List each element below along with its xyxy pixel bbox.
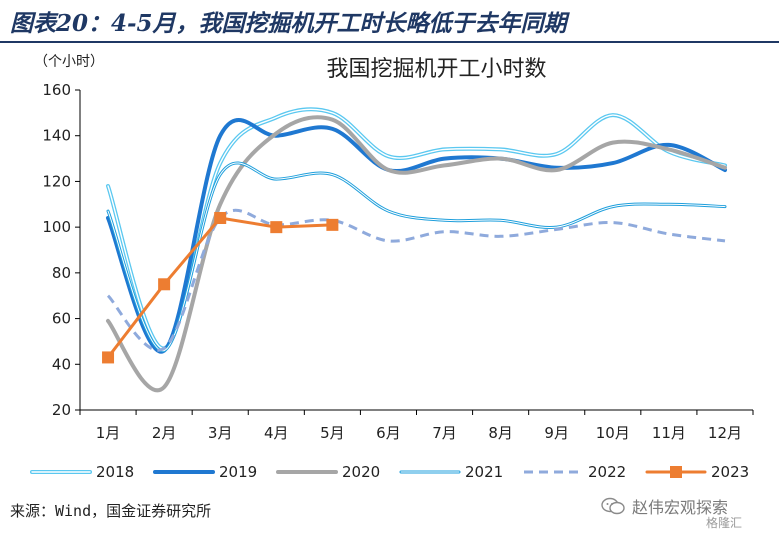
x-tick-label: 10月 — [596, 424, 630, 442]
legend-label-2020: 2020 — [342, 463, 380, 481]
legend-label-2022: 2022 — [588, 463, 626, 481]
series-line-2023 — [106, 216, 334, 359]
y-axis-label: （个小时） — [34, 54, 104, 70]
x-tick-label: 2月 — [152, 424, 177, 442]
watermark-text: 赵伟宏观探索 — [632, 498, 729, 517]
data-point-2023 — [102, 351, 115, 364]
legend-item-2020: 2020 — [276, 463, 380, 481]
series-line-2019 — [106, 118, 727, 354]
x-tick-label: 12月 — [708, 424, 742, 442]
legend-item-2022: 2022 — [524, 463, 626, 481]
y-tick-label: 60 — [52, 310, 71, 328]
y-tick-label: 20 — [52, 401, 71, 419]
legend-item-2021: 2021 — [399, 463, 503, 481]
legend-label-2019: 2019 — [219, 463, 257, 481]
series-line-2020 — [106, 115, 727, 393]
series-line-2022 — [106, 209, 726, 352]
x-tick-label: 11月 — [652, 424, 686, 442]
y-tick-label: 40 — [52, 355, 71, 373]
legend-item-2018: 2018 — [30, 463, 134, 481]
legend-label-2021: 2021 — [465, 463, 503, 481]
line-chart: 我国挖掘机开工小时数 （个小时） 20 40 60 80 100 120 140 160 1月 2月 3… — [30, 54, 754, 481]
series-2019 — [106, 118, 727, 354]
series-2022 — [106, 209, 726, 352]
y-tick-label: 160 — [42, 81, 71, 99]
y-tick-label: 140 — [42, 127, 71, 145]
figure-title: 图表20：4-5月，我国挖掘机开工时长略低于去年同期 — [10, 10, 567, 37]
x-tick-label: 5月 — [320, 424, 345, 442]
x-tick-label: 6月 — [376, 424, 401, 442]
legend-label-2018: 2018 — [96, 463, 134, 481]
y-tick-label: 100 — [42, 218, 71, 236]
legend-item-2023: 2023 — [645, 463, 749, 481]
legend-marker-2023 — [670, 466, 682, 478]
chart-title: 我国挖掘机开工小时数 — [326, 57, 546, 82]
series-line-2018-inner — [107, 108, 726, 349]
x-tick-label: 9月 — [544, 424, 569, 442]
data-point-2023 — [270, 221, 283, 234]
x-tick-label: 1月 — [96, 424, 121, 442]
y-tick-label: 120 — [42, 172, 71, 190]
data-point-2023 — [158, 278, 171, 291]
x-tick-label: 7月 — [432, 424, 457, 442]
legend-label-2023: 2023 — [711, 463, 749, 481]
x-tick-label: 3月 — [208, 424, 233, 442]
source-note: 来源：Wind，国金证券研究所 — [10, 502, 212, 520]
figure-header: 图表20：4-5月，我国挖掘机开工时长略低于去年同期 — [0, 0, 779, 44]
data-point-2023 — [214, 212, 227, 224]
x-tick-label: 8月 — [488, 424, 513, 442]
series-2020 — [106, 115, 727, 393]
series-2023 — [102, 212, 339, 364]
wechat-icon — [601, 497, 625, 515]
data-point-2023 — [326, 218, 339, 231]
watermark-sub: 格隆汇 — [706, 516, 743, 530]
y-tick-label: 80 — [52, 264, 71, 282]
series-2018 — [106, 107, 727, 351]
x-tick-label: 4月 — [264, 424, 289, 442]
legend-item-2019: 2019 — [153, 463, 257, 481]
header-divider — [0, 41, 779, 43]
